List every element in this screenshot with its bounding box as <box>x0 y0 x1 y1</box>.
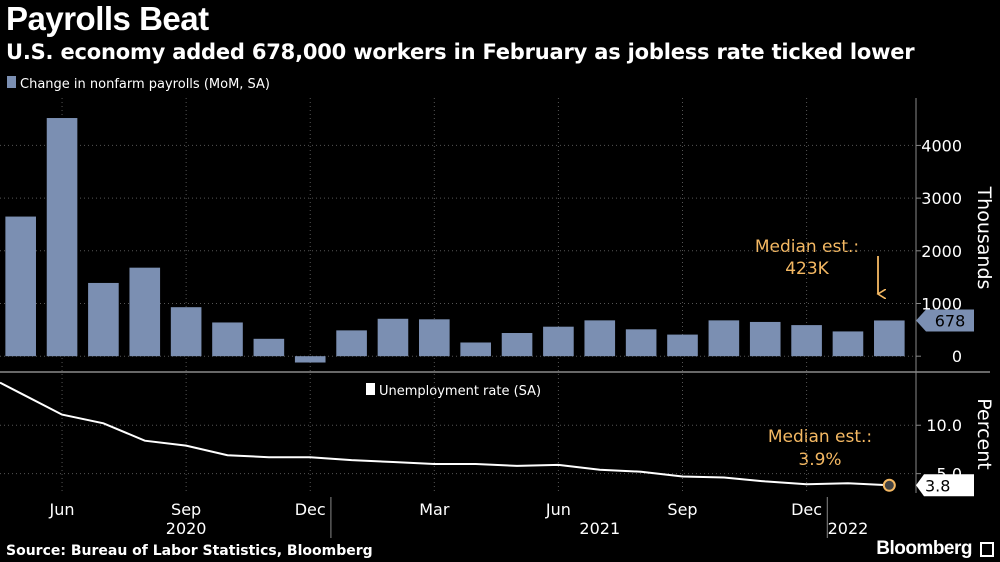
payroll-bar <box>253 338 285 357</box>
unemployment-line <box>0 381 890 487</box>
line-y-axis-title: Percent <box>973 398 995 470</box>
payroll-bar <box>791 325 822 357</box>
payroll-bar <box>832 331 864 357</box>
bloomberg-logo-mark <box>980 542 994 557</box>
unemployment-last-value-tag <box>916 474 974 497</box>
x-year-label: 2022 <box>828 519 869 538</box>
payroll-bar <box>46 118 78 357</box>
payroll-bar <box>419 319 450 357</box>
payroll-bar <box>625 329 657 357</box>
payroll-bar <box>5 216 36 357</box>
source-note: Source: Bureau of Labor Statistics, Bloo… <box>6 543 373 559</box>
bloomberg-logo: Bloomberg <box>876 538 972 559</box>
line-legend-box <box>358 378 558 400</box>
payroll-last-value-label: 678 <box>935 311 966 330</box>
payroll-bar <box>708 320 740 357</box>
bar-y-tick-label: 4000 <box>921 136 962 155</box>
bar-y-tick-label: 3000 <box>921 189 962 208</box>
jobless-estimate-line1: Median est.: <box>768 427 872 447</box>
bar-y-tick-label: 2000 <box>921 242 962 261</box>
bar-y-axis-title: Thousands <box>973 186 995 290</box>
line-legend-label: Unemployment rate (SA) <box>379 384 541 399</box>
chart-subtitle: U.S. economy added 678,000 workers in Fe… <box>6 40 915 64</box>
chart-title: Payrolls Beat <box>6 0 209 37</box>
line-legend-swatch <box>366 383 375 395</box>
payroll-bar <box>874 320 905 357</box>
payroll-estimate-line2: 423K <box>785 259 829 279</box>
unemployment-estimate-marker <box>882 478 896 492</box>
payroll-last-value-tag <box>916 309 974 332</box>
payroll-bar <box>294 356 326 363</box>
payroll-bar <box>129 267 161 357</box>
payroll-bar <box>584 320 616 357</box>
bar-y-tick-label: 1000 <box>921 295 962 314</box>
x-month-label: Sep <box>171 500 201 519</box>
x-month-label: Dec <box>791 500 822 519</box>
x-year-label: 2021 <box>579 519 620 538</box>
payroll-bar <box>460 342 491 357</box>
bar-legend-swatch <box>7 76 16 88</box>
payroll-bar <box>88 282 119 357</box>
bar-legend-label: Change in nonfarm payrolls (MoM, SA) <box>20 77 270 92</box>
x-month-label: Dec <box>295 500 326 519</box>
unemployment-last-value-label: 3.8 <box>925 476 950 495</box>
x-month-label: Mar <box>419 500 450 519</box>
payroll-bar <box>336 330 367 357</box>
payroll-bar <box>501 333 533 357</box>
x-month-label: Sep <box>667 500 697 519</box>
payroll-bar <box>667 334 698 357</box>
x-year-label: 2020 <box>166 519 207 538</box>
x-month-label: Jun <box>49 500 75 519</box>
payroll-bar <box>749 321 781 357</box>
line-y-tick-label: 10.0 <box>926 416 962 435</box>
bar-y-tick-label: 0 <box>952 347 962 366</box>
payroll-bar <box>377 318 409 357</box>
payroll-bar <box>170 307 202 357</box>
x-month-label: Jun <box>545 500 571 519</box>
payroll-bar <box>543 326 574 357</box>
payroll-bar <box>212 322 243 357</box>
jobless-estimate-line2: 3.9% <box>798 450 841 470</box>
